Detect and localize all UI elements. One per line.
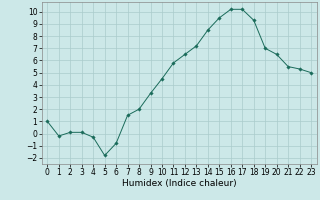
- X-axis label: Humidex (Indice chaleur): Humidex (Indice chaleur): [122, 179, 236, 188]
